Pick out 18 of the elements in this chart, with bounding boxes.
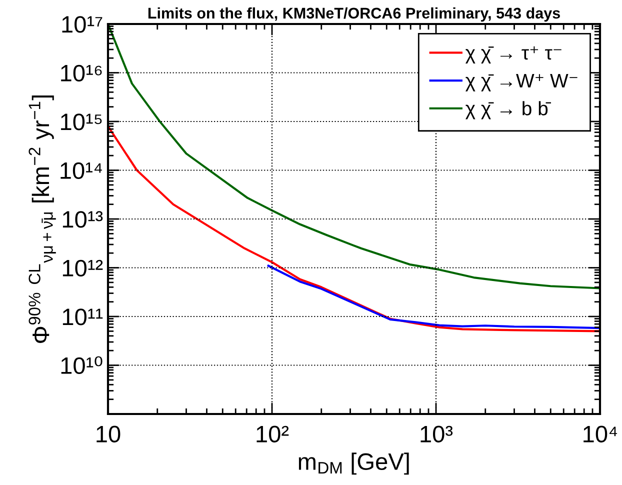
x-tick-label: 10⁴ xyxy=(584,426,618,442)
x-tick-label: 10² xyxy=(256,426,289,442)
x-tick-label: 10³ xyxy=(420,426,453,442)
x-axis-title: m$_{DM}$ [GeV] xyxy=(298,452,409,475)
y-tick-label: 10¹⁰ xyxy=(61,356,102,374)
y-tick-label: 10¹⁵ xyxy=(61,114,102,130)
y-tick-label: 10¹³ xyxy=(62,211,103,228)
legend-label: χ χ̄ → τ⁺ τ⁻ xyxy=(466,46,562,64)
legend-label: χ χ̄ →W⁺ W⁻ xyxy=(466,74,578,92)
y-axis-title: Φ$^{90% CL}$$_{νμ+ν̄μ}$ [km$^{−2}$ yr$^{−1}$] xyxy=(28,96,56,344)
y-tick-label: 10¹⁷ xyxy=(62,16,102,33)
y-tick-label: 10¹² xyxy=(62,260,103,277)
chart-title: Limits on the flux, KM3NeT/ORCA6 Preliminary, 543 days xyxy=(148,7,560,22)
y-tick-label: 10¹¹ xyxy=(62,308,103,326)
legend-label: χ χ̄ → b b̄ xyxy=(466,101,552,120)
x-tick-label: 10 xyxy=(96,426,120,442)
y-tick-label: 10¹⁶ xyxy=(61,64,102,82)
y-tick-label: 10¹⁴ xyxy=(60,162,102,180)
